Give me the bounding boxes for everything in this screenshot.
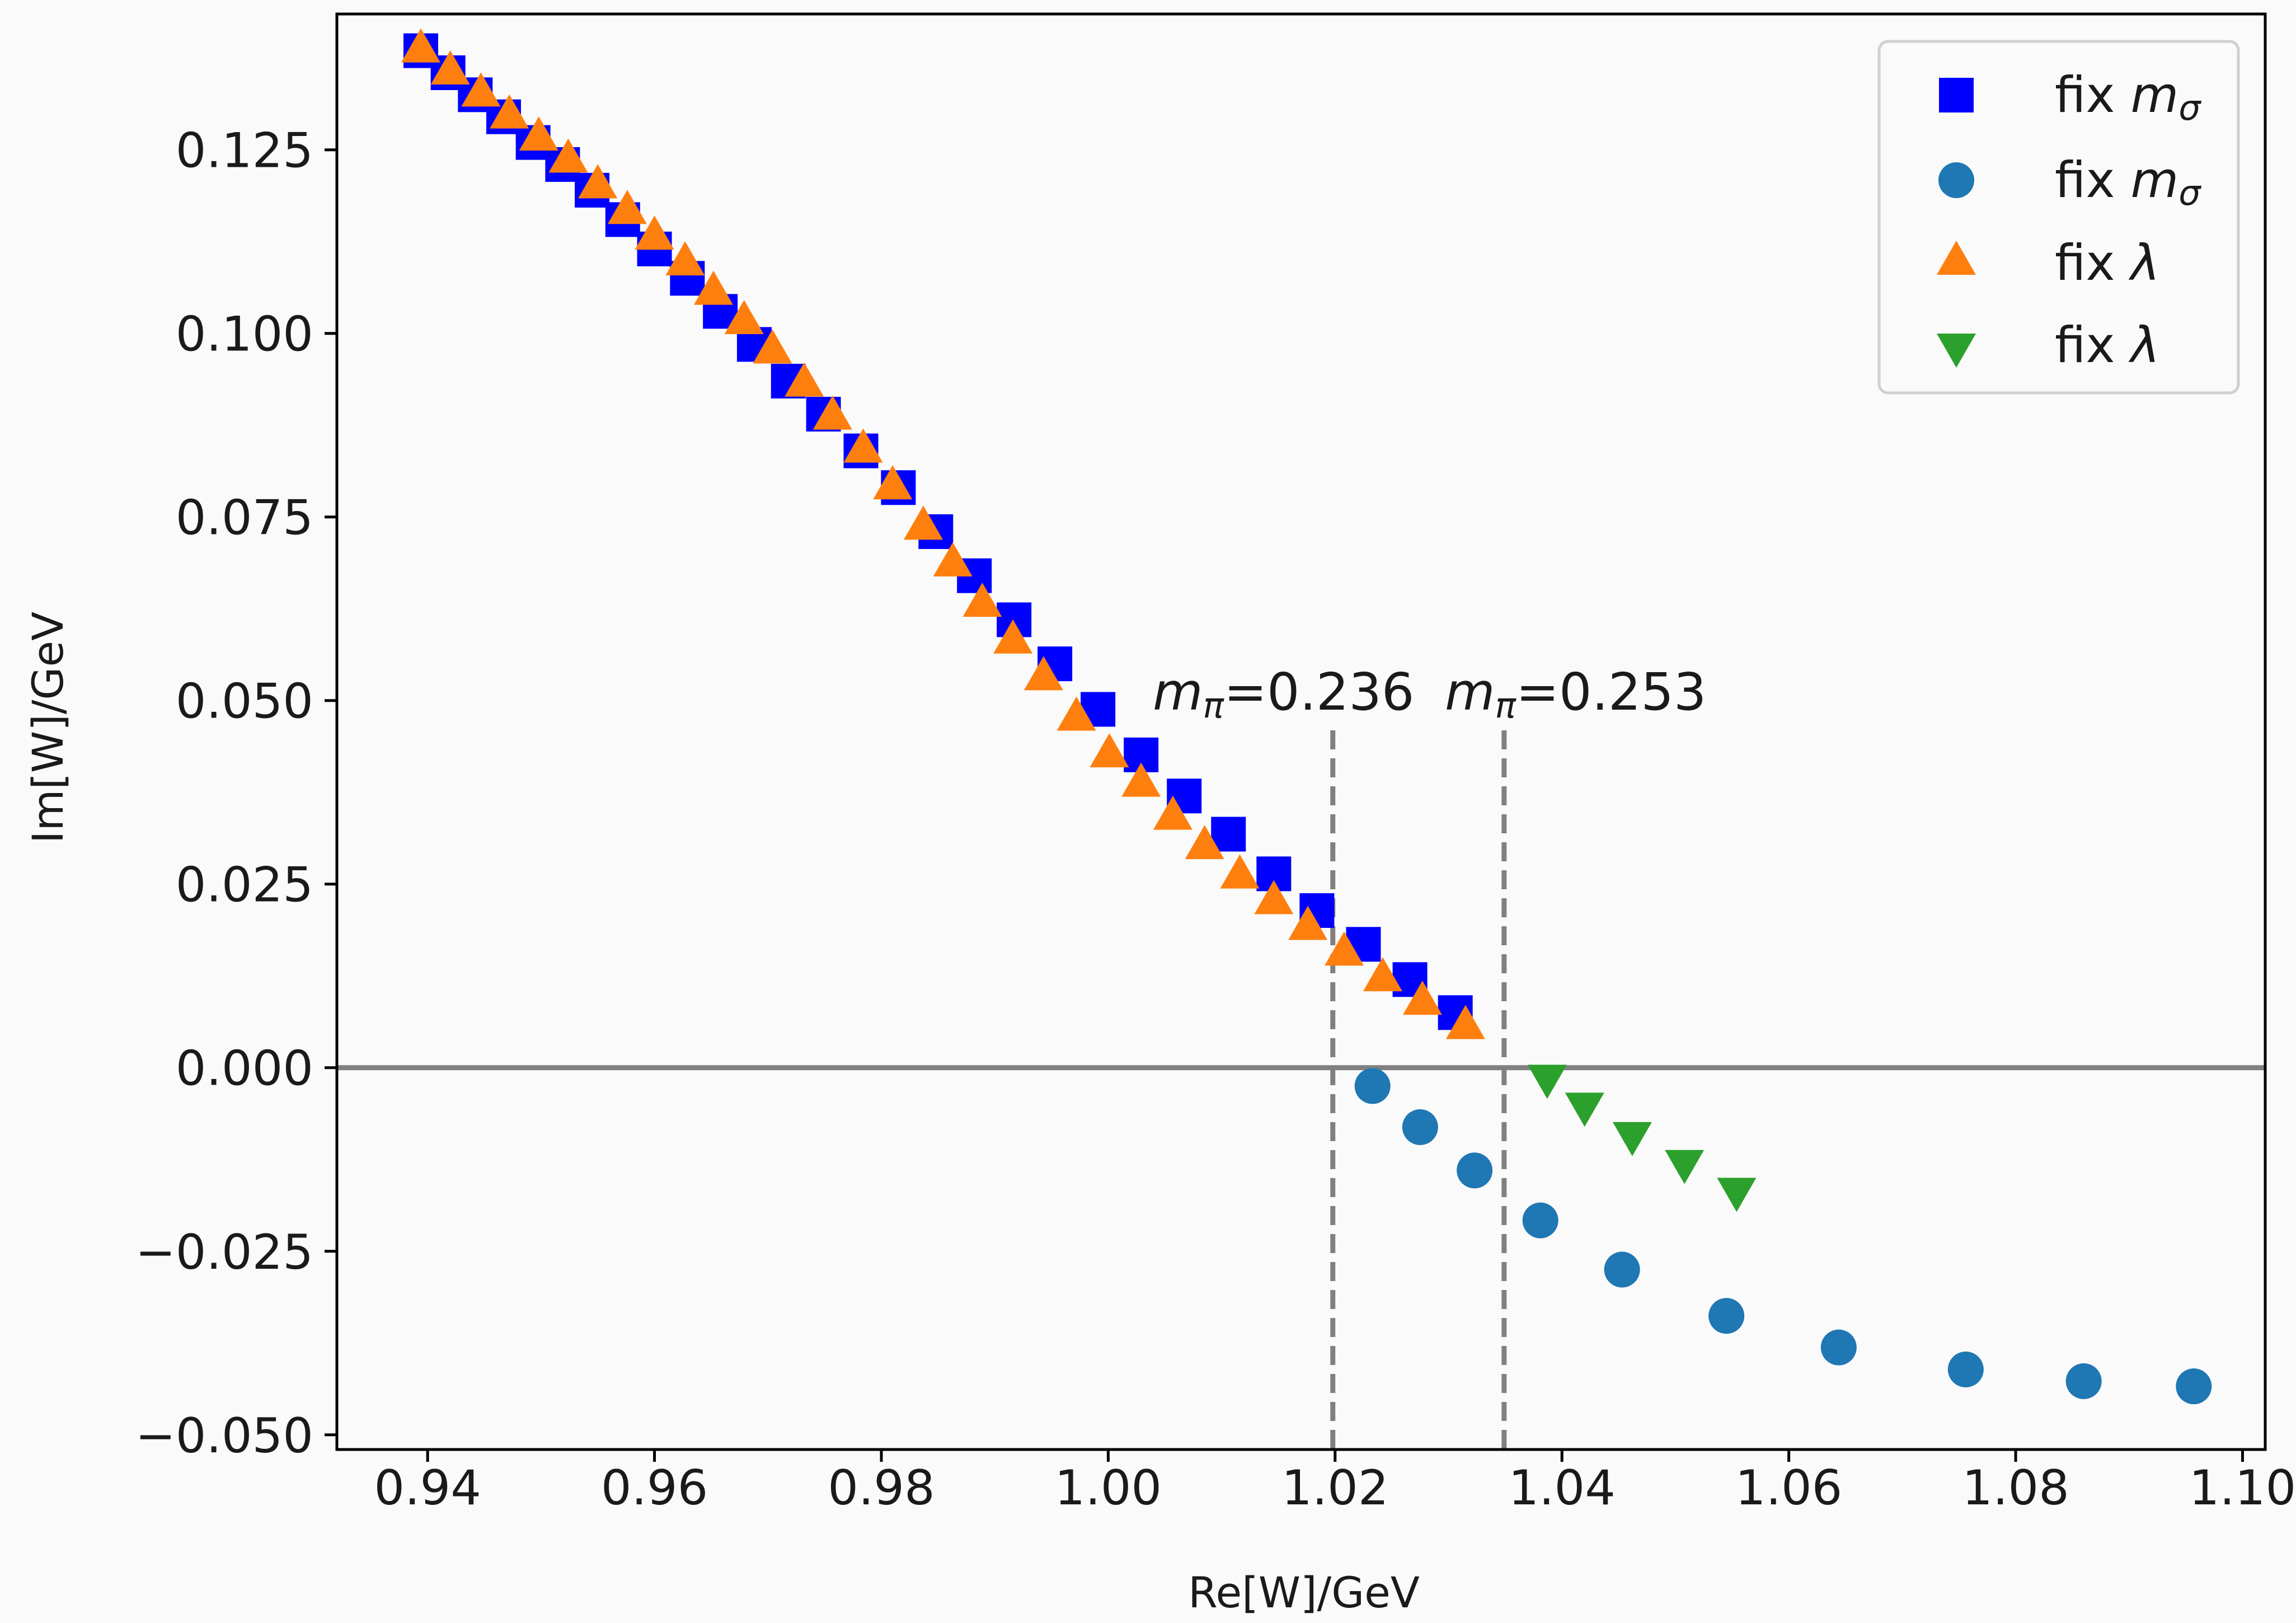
series-4 xyxy=(1527,1064,1757,1212)
legend-label-3: fix λ xyxy=(2055,234,2160,292)
y-tick-label: 0.125 xyxy=(176,123,313,179)
x-tick-label: 0.94 xyxy=(374,1460,481,1516)
legend: fix mσ fix mσ fix λ fix λ xyxy=(1877,40,2240,395)
vline-label-2: mπ=0.253 xyxy=(1445,662,1706,726)
x-tick-label: 0.96 xyxy=(601,1460,708,1516)
x-tick-label: 1.08 xyxy=(1962,1460,2069,1516)
data-point-triangle-up xyxy=(962,583,1002,617)
legend-marker-triangle-up xyxy=(1937,241,1976,275)
data-point-triangle-up xyxy=(993,619,1033,654)
data-point-triangle-up xyxy=(1445,1005,1485,1039)
y-tick-label: 0.075 xyxy=(176,490,313,546)
data-point-triangle-up xyxy=(635,215,674,250)
data-point-triangle-up xyxy=(933,542,973,577)
data-point-triangle-up xyxy=(1254,880,1294,914)
data-point-triangle-up xyxy=(1057,696,1096,731)
data-point-triangle-up xyxy=(1185,825,1224,860)
data-point-triangle-up xyxy=(1363,957,1402,992)
y-axis-label: Im[W]/GeV xyxy=(23,612,73,843)
data-point-triangle-down xyxy=(1527,1064,1567,1099)
data-point-triangle-up xyxy=(1325,931,1364,966)
data-point-triangle-up xyxy=(873,465,913,500)
data-point-circle xyxy=(1604,1251,1640,1288)
data-point-triangle-up xyxy=(430,50,470,85)
data-point-triangle-down xyxy=(1565,1092,1604,1127)
y-tick-label: 0.100 xyxy=(176,307,313,363)
legend-marker-circle xyxy=(1938,162,1974,198)
data-point-triangle-up xyxy=(1023,656,1063,691)
series-2 xyxy=(1354,1068,2212,1405)
legend-label-4: fix λ xyxy=(2055,316,2160,374)
data-point-circle xyxy=(1820,1329,1857,1366)
data-point-triangle-up xyxy=(785,362,824,397)
x-tick-label: 1.02 xyxy=(1281,1460,1388,1516)
data-point-circle xyxy=(1947,1351,1984,1387)
vline-label-1: mπ=0.236 xyxy=(1153,662,1414,726)
y-tick-label: −0.050 xyxy=(135,1408,313,1464)
legend-label-1: fix mσ xyxy=(2055,66,2201,128)
data-point-circle xyxy=(1354,1068,1391,1104)
series-3 xyxy=(401,28,1485,1039)
legend-marker-triangle-down xyxy=(1937,334,1976,368)
data-point-triangle-up xyxy=(607,190,647,224)
data-point-triangle-up xyxy=(1121,762,1161,797)
data-point-triangle-up xyxy=(1153,795,1192,830)
data-point-triangle-up xyxy=(548,138,588,173)
data-point-triangle-up xyxy=(724,300,764,335)
data-point-circle xyxy=(1457,1152,1493,1189)
data-point-triangle-down xyxy=(1717,1178,1757,1212)
data-point-triangle-up xyxy=(578,164,618,199)
y-tick-label: 0.025 xyxy=(176,857,313,913)
y-tick-label: 0.000 xyxy=(176,1041,313,1097)
data-point-circle xyxy=(2065,1363,2102,1399)
data-point-triangle-up xyxy=(461,72,501,107)
data-point-circle xyxy=(1522,1202,1558,1239)
legend-frame xyxy=(1877,40,2240,395)
data-point-circle xyxy=(1708,1298,1745,1334)
y-tick-label: 0.050 xyxy=(176,674,313,730)
data-point-triangle-up xyxy=(1220,854,1260,889)
y-tick-label: −0.025 xyxy=(135,1225,313,1280)
x-tick-label: 1.04 xyxy=(1508,1460,1615,1516)
legend-marker-square xyxy=(1939,78,1974,112)
x-axis-label: Re[W]/GeV xyxy=(1188,1568,1420,1617)
data-point-circle xyxy=(1402,1109,1438,1146)
data-point-triangle-up xyxy=(665,241,705,276)
data-point-triangle-up xyxy=(843,428,883,463)
legend-label-2: fix mσ xyxy=(2055,151,2201,213)
data-point-triangle-up xyxy=(1402,981,1442,1015)
x-tick-label: 1.10 xyxy=(2189,1460,2296,1516)
plot-area: mπ=0.236 mπ=0.253 xyxy=(337,28,2265,1450)
data-point-triangle-down xyxy=(1612,1122,1652,1156)
plot-frame xyxy=(335,12,2267,1451)
data-point-triangle-up xyxy=(813,395,852,430)
x-tick-label: 0.98 xyxy=(828,1460,935,1516)
axes: 0.94 0.96 0.98 1.00 1.02 1.04 1.06 1.08 1.10 0.12… xyxy=(135,12,2296,1516)
x-tick-label: 1.00 xyxy=(1055,1460,1162,1516)
data-point-triangle-up xyxy=(401,28,441,63)
data-point-triangle-up xyxy=(490,94,529,129)
data-point-triangle-up xyxy=(1090,733,1129,768)
data-point-triangle-up xyxy=(519,116,558,151)
data-point-triangle-up xyxy=(1288,906,1328,940)
data-point-square xyxy=(1211,817,1246,852)
data-point-triangle-up xyxy=(903,505,943,540)
data-point-circle xyxy=(2176,1368,2212,1405)
x-tick-label: 1.06 xyxy=(1735,1460,1842,1516)
data-point-triangle-up xyxy=(753,329,792,364)
data-point-triangle-up xyxy=(693,270,733,305)
data-point-triangle-down xyxy=(1665,1150,1705,1184)
